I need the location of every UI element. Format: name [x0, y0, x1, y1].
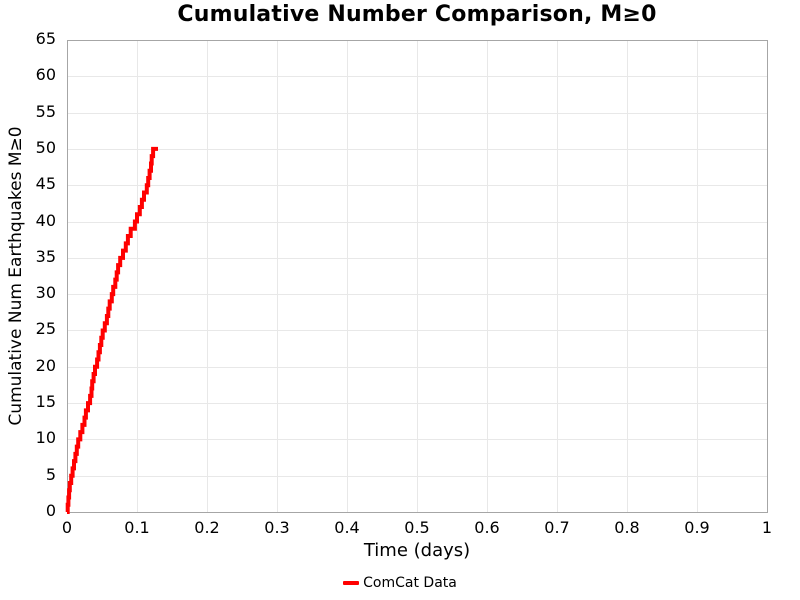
y-tick-label: 25	[35, 319, 56, 339]
y-tick-label: 55	[35, 101, 56, 121]
x-tick-label: 0.7	[544, 518, 570, 537]
x-tick-label: 0.2	[194, 518, 220, 537]
x-tick-label: 0.9	[684, 518, 710, 537]
y-tick-label: 10	[35, 428, 56, 448]
y-tick-label: 20	[35, 355, 56, 375]
x-axis-label: Time (days)	[363, 540, 471, 561]
legend-line-swatch	[343, 581, 360, 585]
y-axis-label: Cumulative Num Earthquakes M≥0	[6, 126, 26, 426]
comcat-step-line	[65, 146, 158, 514]
x-tick-label: 0.4	[334, 518, 360, 537]
chart-title: Cumulative Number Comparison, M≥0	[177, 2, 657, 27]
x-tick-label: 0.5	[404, 518, 430, 537]
y-tick-label: 45	[35, 174, 56, 194]
x-tick-label: 0.6	[474, 518, 500, 537]
y-tick-label: 40	[35, 210, 56, 230]
legend-item-label: ComCat Data	[363, 575, 457, 591]
gridlines	[67, 40, 768, 513]
y-tick-label: 60	[35, 65, 56, 85]
x-tick-label: 0.8	[614, 518, 640, 537]
x-tick-label: 0.1	[124, 518, 150, 537]
y-tick-label: 50	[35, 137, 56, 157]
x-tick-label: 1	[761, 518, 773, 537]
y-tick-label: 65	[35, 29, 56, 48]
y-tick-label: 15	[35, 392, 56, 412]
legend: ComCat Data	[0, 575, 800, 591]
y-tick-label: 5	[45, 464, 56, 484]
x-tick-label: 0	[61, 518, 73, 537]
y-tick-label: 0	[45, 501, 56, 520]
plot-border	[67, 40, 768, 513]
y-tick-label: 35	[35, 246, 56, 266]
x-tick-label: 0.3	[264, 518, 290, 537]
y-tick-label: 30	[35, 283, 56, 303]
